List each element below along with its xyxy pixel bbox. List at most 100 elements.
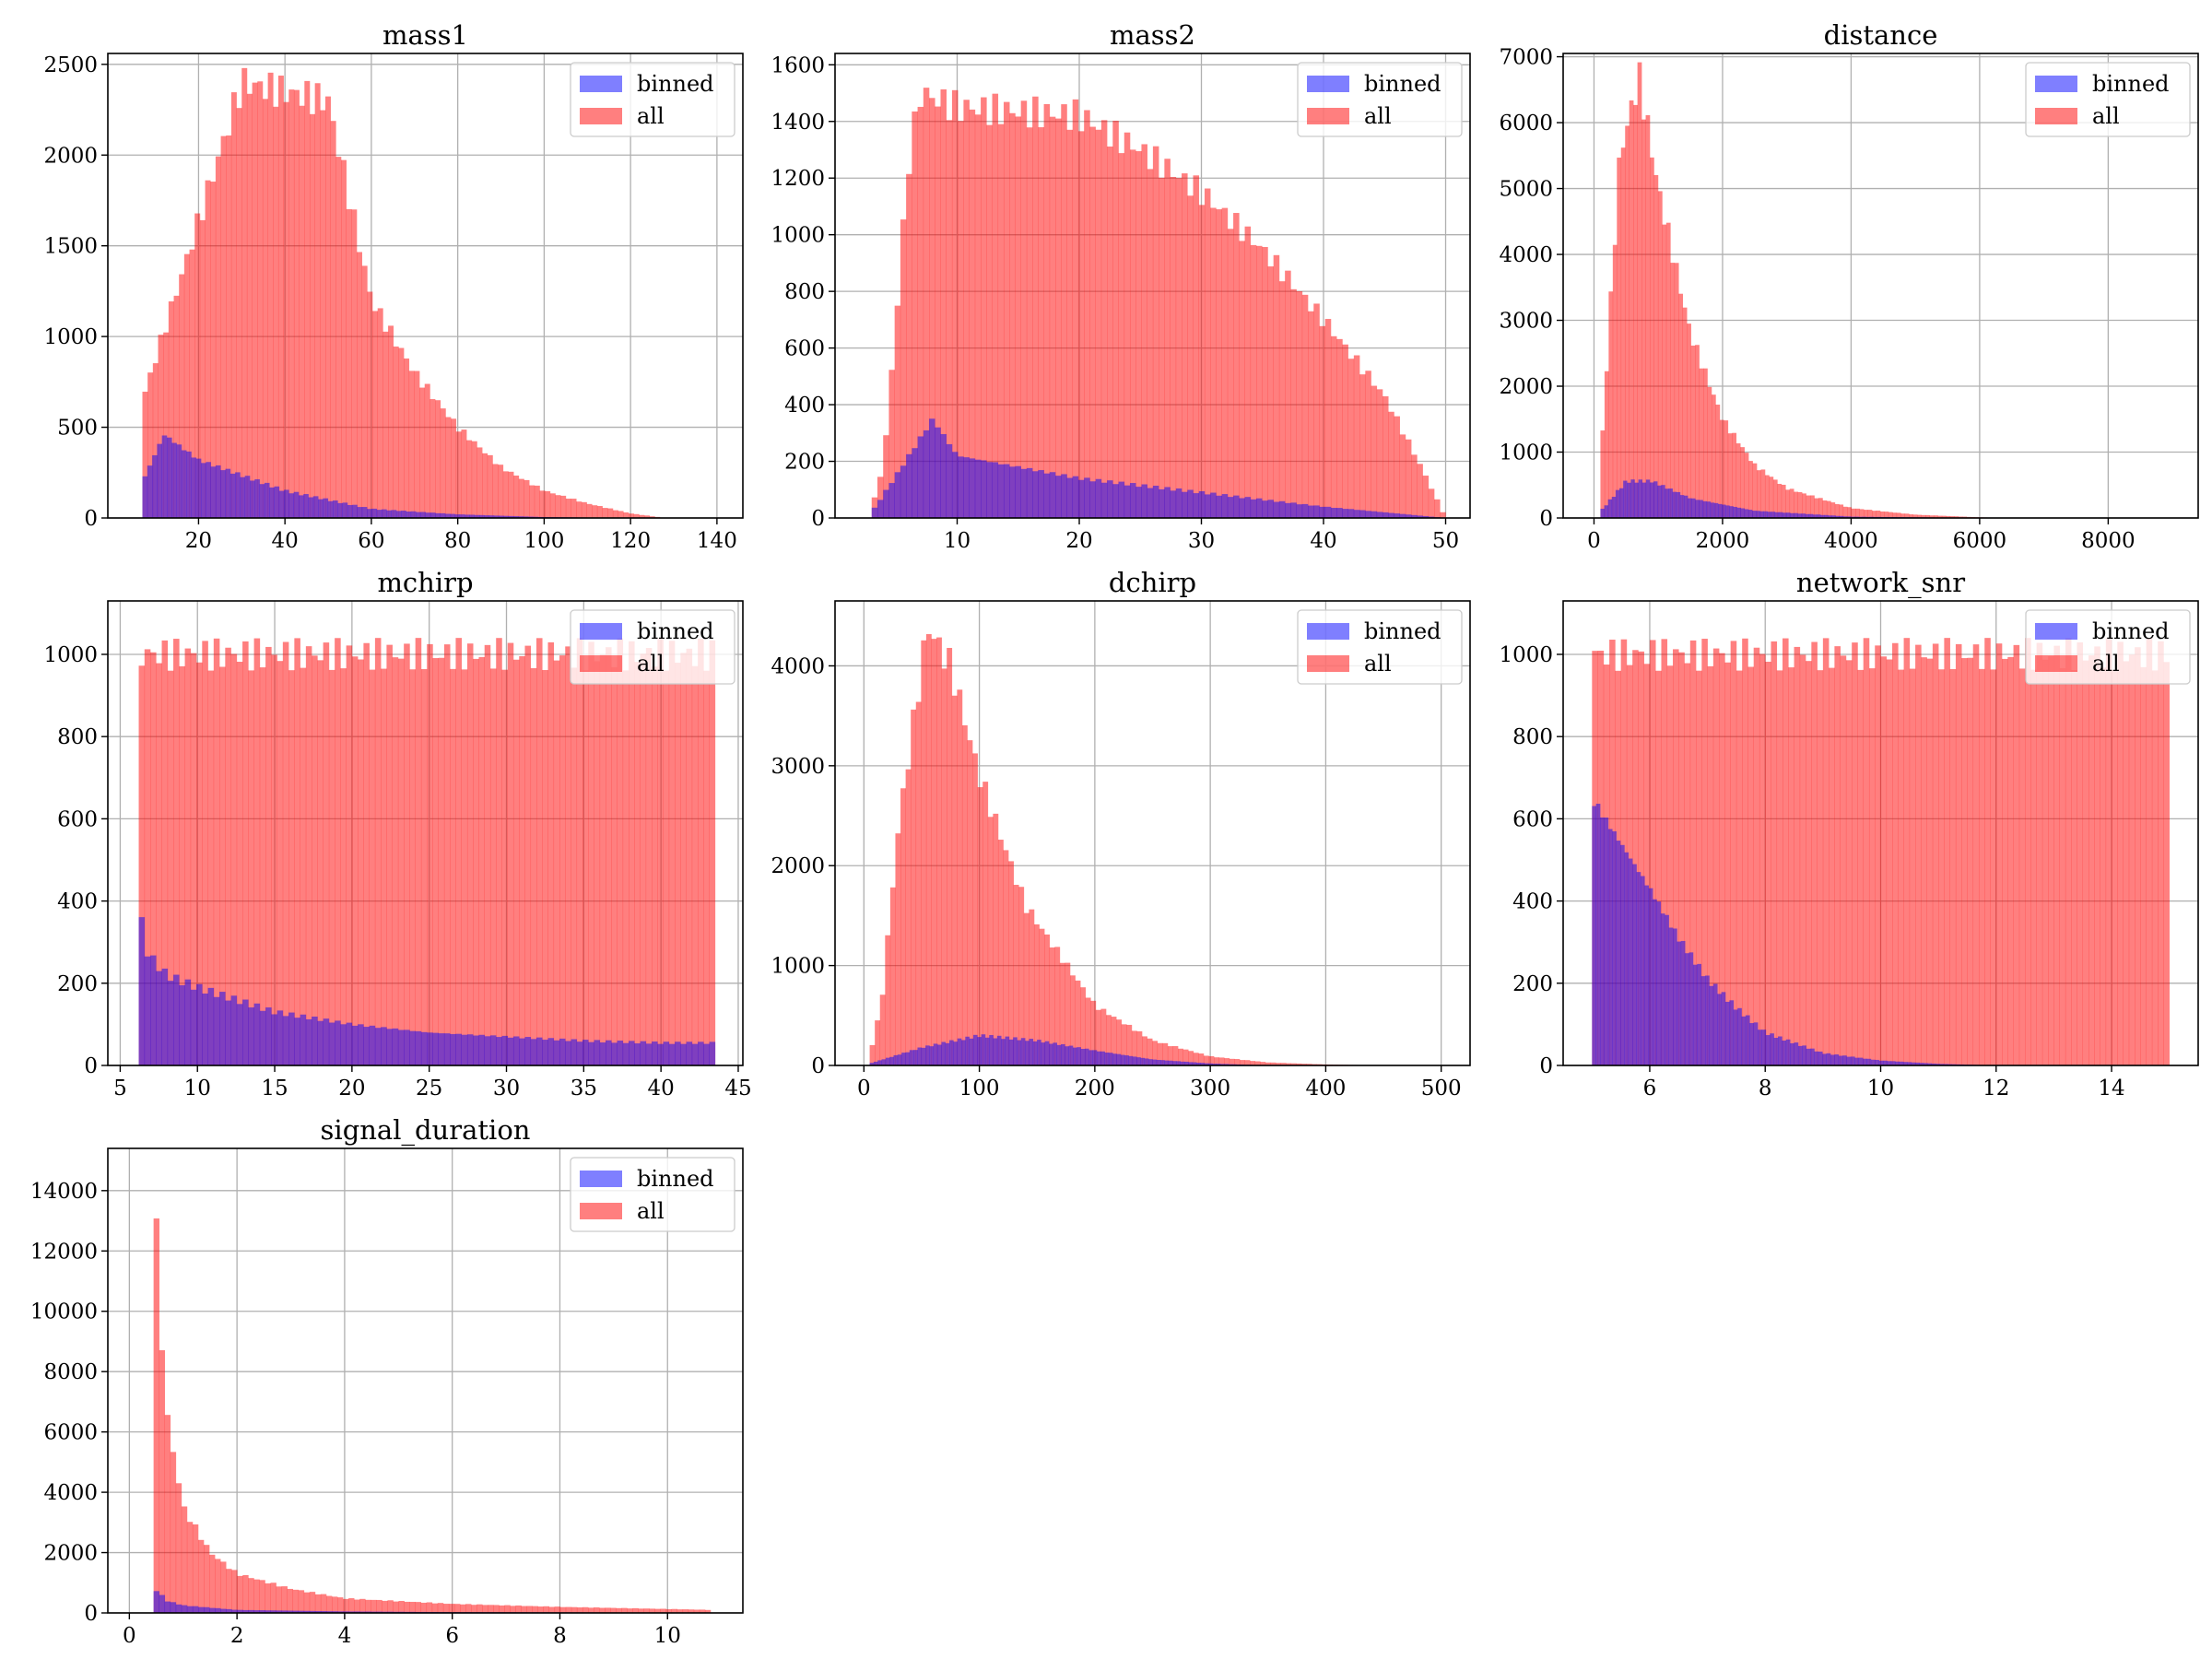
bar-all [398, 1600, 405, 1613]
bar-binned [709, 1041, 716, 1065]
legend-swatch-binned [2035, 76, 2077, 92]
bar-all [1707, 665, 1714, 1065]
bar-binned [1627, 482, 1631, 518]
bar-binned [374, 1028, 382, 1065]
bar-binned [278, 490, 285, 518]
bar-all [1084, 110, 1090, 519]
bar-all [627, 1608, 633, 1613]
bar-binned [1673, 928, 1677, 1065]
bar-binned [215, 1607, 221, 1613]
bar-binned [1878, 1060, 1884, 1065]
bar-binned [454, 514, 461, 518]
bar-all [309, 1592, 316, 1613]
bar-binned [1296, 504, 1303, 518]
bar-all [1033, 924, 1040, 1065]
bar-binned [303, 1610, 311, 1613]
legend-label-binned: binned [637, 618, 714, 644]
bar-all [571, 667, 578, 1065]
bar-all [1946, 515, 1951, 518]
bar-all [560, 495, 567, 518]
y-tick-label: 800 [1512, 725, 1553, 749]
bar-all [1061, 104, 1067, 518]
bar-all [2013, 644, 2020, 1065]
bar-binned [325, 1611, 333, 1613]
y-tick-label: 5000 [1499, 178, 1553, 202]
bar-all [885, 935, 891, 1065]
bar-all [611, 666, 618, 1065]
bar-all [273, 106, 279, 519]
bar-binned [1786, 512, 1791, 518]
bar-all [929, 98, 935, 518]
bar-binned [150, 955, 157, 1065]
bar-binned [152, 454, 158, 518]
bar-binned [461, 1034, 468, 1065]
bar-binned [231, 1609, 238, 1613]
bar-all [309, 113, 315, 518]
bar-all [205, 180, 211, 518]
legend-label-binned: binned [637, 1166, 714, 1192]
bar-binned [186, 451, 192, 518]
bar-binned [170, 1602, 177, 1613]
bar-binned [1604, 505, 1608, 518]
bar-binned [1278, 500, 1286, 518]
bar-all [576, 638, 583, 1065]
bar-all [204, 1545, 210, 1613]
bar-all [392, 657, 399, 1065]
bar-all [879, 994, 886, 1065]
bar-all [1785, 489, 1791, 518]
bar-all [1643, 664, 1651, 1065]
bar-binned [675, 1041, 681, 1065]
bar-all [1089, 126, 1096, 519]
bar-all [576, 501, 582, 518]
y-tick-label: 500 [57, 417, 98, 441]
bar-binned [1152, 485, 1159, 518]
x-tick-label: 40 [1310, 529, 1336, 553]
bar-all [915, 701, 922, 1065]
bar-binned [259, 484, 265, 518]
bar-binned [1095, 478, 1102, 518]
bar-all [215, 156, 221, 518]
bar-all [1620, 147, 1626, 519]
bar-all [582, 1606, 589, 1613]
bar-all [1301, 294, 1309, 518]
bar-binned [1802, 1045, 1806, 1065]
bar-all [1673, 649, 1679, 1065]
bar-all [1275, 1063, 1281, 1065]
bar-all [554, 1606, 561, 1613]
bar-all [287, 1588, 294, 1613]
bar-all [215, 1559, 221, 1613]
bar-all [602, 508, 608, 518]
bar-binned [1077, 1047, 1081, 1065]
bar-binned [1112, 1053, 1117, 1065]
bar-binned [392, 1028, 399, 1065]
bar-all [1172, 1046, 1179, 1065]
bar-binned [406, 511, 412, 518]
bar-all [262, 99, 268, 519]
bar-all [294, 638, 300, 1065]
x-tick-label: 20 [1065, 529, 1092, 553]
bar-all [507, 642, 514, 1065]
bar-all [671, 1608, 678, 1613]
bar-binned [1653, 899, 1657, 1065]
bar-binned [288, 493, 294, 518]
bar-all [1689, 640, 1697, 1065]
bar-all [482, 1605, 488, 1613]
bar-all [465, 1604, 472, 1613]
bar-all [207, 670, 215, 1065]
bar-all [1822, 500, 1828, 518]
bar-all [1629, 100, 1634, 519]
bar-binned [946, 443, 953, 518]
bar-all [186, 1522, 194, 1613]
bar-binned [1160, 1060, 1165, 1065]
bar-all [1735, 670, 1743, 1065]
bar-binned [381, 1027, 387, 1065]
bar-binned [901, 1053, 906, 1065]
bar-all [501, 669, 509, 1065]
bar-all [1933, 515, 1938, 518]
bar-all [226, 135, 232, 518]
bar-all [1059, 962, 1065, 1065]
bar-all [2018, 668, 2026, 1065]
bar-all [175, 1483, 182, 1613]
bar-binned [1129, 483, 1136, 518]
y-tick-label: 1200 [771, 167, 825, 191]
